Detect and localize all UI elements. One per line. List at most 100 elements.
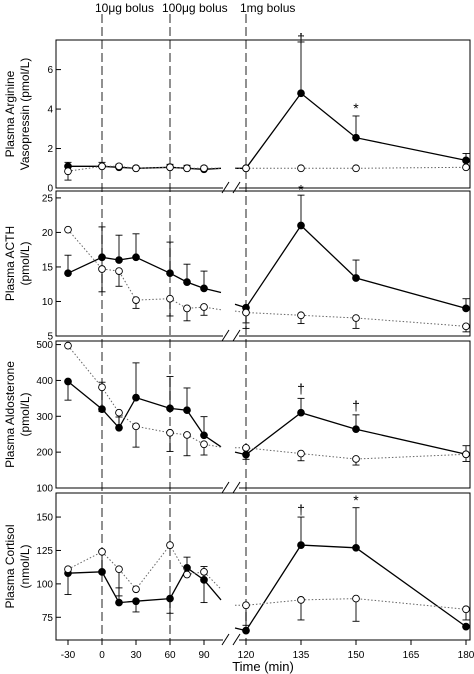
data-point bbox=[200, 284, 208, 293]
series-line-control bbox=[234, 310, 467, 327]
data-point bbox=[200, 431, 208, 440]
significance-marker: * bbox=[298, 181, 304, 197]
x-tick-label: 135 bbox=[293, 650, 310, 661]
data-point bbox=[166, 541, 174, 549]
data-point bbox=[242, 601, 250, 610]
series-line-control bbox=[235, 166, 467, 169]
x-tick-label: 0 bbox=[99, 650, 105, 661]
data-point bbox=[115, 598, 123, 607]
significance-marker: † bbox=[297, 380, 305, 396]
data-point bbox=[242, 308, 250, 317]
significance-marker: * bbox=[353, 492, 359, 508]
significance-marker: * bbox=[353, 100, 359, 116]
data-point bbox=[98, 265, 106, 273]
data-point bbox=[166, 269, 174, 278]
series-line-control bbox=[235, 447, 467, 460]
data-point bbox=[166, 294, 174, 303]
y-tick-label: 6 bbox=[47, 65, 53, 76]
data-point bbox=[98, 383, 106, 392]
y-tick-label: 10 bbox=[42, 297, 54, 308]
data-point bbox=[98, 253, 106, 262]
data-point bbox=[352, 133, 360, 142]
y-tick-label: 200 bbox=[36, 448, 53, 459]
data-point bbox=[115, 408, 123, 417]
bolus-label: 1mg bolus bbox=[240, 1, 295, 15]
data-point bbox=[115, 162, 123, 171]
data-point bbox=[297, 408, 305, 417]
data-point bbox=[200, 303, 208, 311]
data-point bbox=[352, 455, 360, 463]
data-point bbox=[115, 565, 123, 574]
data-point bbox=[64, 269, 72, 278]
data-point bbox=[297, 221, 305, 230]
data-point bbox=[64, 565, 72, 574]
data-point bbox=[64, 341, 72, 350]
data-point bbox=[200, 567, 208, 576]
data-point bbox=[183, 164, 191, 173]
series-line-treatment bbox=[234, 544, 467, 632]
y-tick-label: 125 bbox=[36, 546, 53, 557]
y-axis-label: Vasopressin (pmol/L) bbox=[18, 58, 32, 171]
significance-marker: † bbox=[297, 30, 305, 46]
y-tick-label: 20 bbox=[42, 228, 54, 239]
y-tick-label: 100 bbox=[36, 579, 53, 590]
axis-break-slash bbox=[221, 481, 230, 494]
data-point bbox=[462, 156, 470, 165]
significance-marker: † bbox=[297, 501, 305, 517]
data-point bbox=[183, 431, 191, 439]
data-point bbox=[200, 164, 208, 173]
y-tick-label: 75 bbox=[42, 613, 54, 624]
data-point bbox=[352, 425, 360, 434]
data-point bbox=[132, 422, 140, 431]
x-tick-label: 120 bbox=[238, 650, 255, 661]
panel-frame bbox=[55, 39, 471, 189]
series-line-treatment bbox=[67, 256, 222, 294]
data-point bbox=[352, 314, 360, 322]
axis-break-slash bbox=[232, 329, 241, 342]
data-point bbox=[297, 541, 305, 549]
series-line-control bbox=[67, 165, 221, 172]
data-point bbox=[132, 253, 140, 262]
panel-frame bbox=[55, 492, 471, 641]
data-point bbox=[132, 296, 140, 304]
data-point bbox=[166, 404, 174, 413]
data-point bbox=[462, 450, 470, 459]
series-line-control bbox=[67, 345, 222, 448]
x-tick-label: 90 bbox=[198, 650, 210, 661]
axis-break-slash bbox=[232, 481, 241, 494]
y-axis-label: Plasma ACTH bbox=[3, 226, 17, 301]
x-tick-label: 150 bbox=[348, 650, 365, 661]
data-point bbox=[183, 278, 191, 286]
data-point bbox=[98, 162, 106, 171]
y-axis-label: (pmol/L) bbox=[18, 241, 32, 285]
x-axis-label: Time (min) bbox=[232, 659, 294, 674]
significance-marker: † bbox=[352, 397, 360, 413]
panel-2: 5 10 15 20 25 Plasma ACTH (pmol/L) * bbox=[3, 181, 471, 343]
data-point bbox=[183, 563, 191, 572]
bolus-label: 10μg bolus bbox=[95, 1, 154, 15]
data-point bbox=[132, 585, 140, 594]
series-line-control bbox=[67, 544, 222, 590]
y-tick-label: 2 bbox=[47, 144, 53, 155]
data-point bbox=[462, 163, 470, 172]
panel-1: 0 2 4 6 Plasma Arginine Vasopressin (pmol/L) †… bbox=[3, 30, 471, 195]
data-point bbox=[297, 311, 305, 320]
series-line-treatment bbox=[234, 411, 467, 456]
y-tick-label: 100 bbox=[36, 484, 53, 495]
data-point bbox=[462, 605, 470, 614]
axis-break-slash bbox=[221, 329, 230, 342]
data-point bbox=[64, 225, 72, 234]
data-point bbox=[183, 304, 191, 313]
bolus-markers: 10μg bolus 100μg bolus 1mg bolus bbox=[95, 1, 295, 640]
data-point bbox=[115, 256, 123, 264]
data-point bbox=[98, 567, 106, 576]
y-tick-label: 500 bbox=[36, 340, 53, 351]
y-axis-label: Plasma Arginine bbox=[3, 70, 17, 157]
data-point bbox=[183, 406, 191, 415]
x-tick-label: -30 bbox=[61, 650, 76, 661]
data-point bbox=[242, 164, 250, 173]
bolus-label: 100μg bolus bbox=[162, 1, 228, 15]
series-line-treatment bbox=[234, 224, 467, 310]
data-point bbox=[242, 626, 250, 635]
